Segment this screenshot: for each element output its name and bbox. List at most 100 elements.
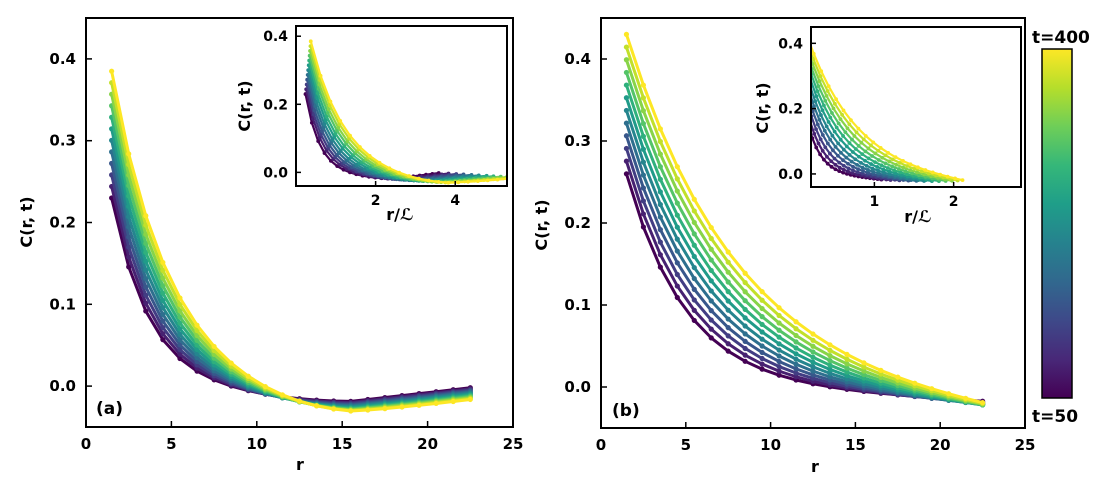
panel-b-series-9-point-10 (793, 332, 799, 339)
panel-a-series-line-1 (110, 186, 471, 404)
panel-b-inset-series-1-point-1 (804, 103, 808, 107)
panel-b-inset-series-4-point-1 (807, 88, 811, 92)
panel-b-inset-series-9-point-8 (859, 140, 864, 145)
panel-b-series-11-point-8 (759, 289, 765, 295)
panel-b-series-10-point-4 (691, 208, 697, 214)
panel-b-series-5-point-9 (776, 347, 782, 353)
panel-a-series-11-point-14 (348, 408, 354, 414)
panel-b-xticks: 0 5 10 15 20 25 (596, 422, 1035, 454)
panel-a-series-1-point-3 (160, 331, 166, 337)
panel-b-series-4-point-4 (691, 275, 697, 282)
panel-a-inset-ytick-label-2: 0.4 (263, 29, 288, 45)
panel-b-inset-series-3-point-7 (836, 153, 840, 158)
panel-a-inset-xtick-label-0: 2 (371, 193, 381, 209)
panel-a-inset-series-11-point-11 (416, 176, 421, 181)
panel-b-inset-series-10-point-9 (869, 143, 873, 148)
panel-b-inset-series-10-point-16 (919, 169, 924, 174)
panel-a-series-0-point-1 (126, 264, 132, 270)
panel-b-inset-series-7-point-5 (834, 125, 839, 130)
panel-b-series-2-point-1 (640, 198, 647, 204)
panel-a-inset-series-5-point-2 (322, 122, 327, 126)
panel-b-series-10-point-13 (844, 356, 850, 362)
panel-a-ytick-label-0: 0.0 (49, 377, 76, 395)
panel-a-series-11-point-3 (160, 259, 166, 266)
panel-a-series-4-point-4 (177, 337, 183, 343)
panel-a-inset-series-11-point-15 (456, 180, 461, 185)
panel-b-inset-series-10-point-0 (804, 37, 808, 41)
panel-b-series-7-point-10 (793, 345, 799, 351)
panel-b-series-3-point-9 (776, 358, 782, 365)
panel-b-inset-series-4-point-10 (855, 162, 860, 167)
panel-b-series-9-point-9 (776, 320, 782, 326)
panel-b-inset-series-line-10 (811, 49, 958, 182)
panel-b-series-7-point-12 (827, 362, 833, 368)
panel-a-inset-series-11-point-17 (475, 179, 480, 184)
panel-b-series-1-point-9 (776, 368, 782, 374)
panel-b-series-line-10 (625, 46, 983, 405)
panel-b-series-line-11 (625, 33, 983, 405)
panel-b-series-4-point-11 (810, 368, 816, 374)
panel-a-series-1-point-1 (126, 254, 132, 260)
panel-b-series-0-point-9 (776, 372, 782, 378)
panel-b-inset-series-6-point-6 (838, 137, 843, 142)
panel-b-series-11-point-1 (640, 82, 647, 88)
panel-b-series-10-point-15 (878, 371, 884, 377)
panel-b-inset-series-1-point-11 (846, 169, 851, 174)
panel-b-series-4-point-1 (640, 172, 647, 178)
panel-b-series-5-point-6 (725, 307, 731, 313)
panel-b-series-11-point-13 (844, 351, 850, 357)
panel-a-inset-series-0-point-2 (316, 139, 321, 144)
panel-b-series-11-point-3 (674, 164, 680, 170)
panel-b-inset-series-7-point-10 (866, 156, 871, 161)
panel-b-inset-series-4-point-13 (871, 169, 876, 174)
panel-a-series-10-point-4 (177, 301, 183, 308)
panel-b-inset-series-11-point-6 (849, 118, 853, 123)
panel-a-series-11-point-18 (416, 402, 422, 408)
panel-a-series-11-point-17 (399, 404, 405, 410)
panel-b-series-7-point-5 (708, 267, 714, 274)
panel-b-series-6-point-12 (827, 366, 833, 373)
panel-b-inset-series-line-6 (811, 77, 933, 183)
colorbar-gradient (1041, 48, 1073, 399)
panel-b-inset-series-6-point-4 (826, 120, 831, 124)
panel-b-inset-series-11-point-11 (886, 150, 891, 155)
panel-a-inset-series-8-point-2 (325, 111, 330, 115)
panel-a-inset-frame (295, 25, 508, 187)
panel-b-series-7-point-6 (725, 289, 731, 295)
panel-b-inset-series-8-point-13 (890, 164, 895, 169)
panel-b-series-9-point-6 (725, 269, 731, 275)
panel-b-inset-series-5-point-4 (824, 124, 829, 129)
panel-b-series-11-point-11 (810, 331, 816, 337)
panel-b-inset-xtick-label-0: 1 (870, 194, 880, 210)
panel-b-series-5-point-11 (810, 364, 816, 370)
panel-b-series-7-point-4 (691, 242, 697, 248)
panel-a-series-6-point-3 (160, 297, 166, 304)
panel-b-series-3-point-0 (623, 133, 630, 139)
panel-b-series-8-point-11 (810, 349, 816, 355)
panel-b-inset-series-8-point-2 (816, 84, 821, 89)
panel-b-inset-series-3-point-0 (801, 72, 805, 76)
panel-b-inset-series-7-point-8 (853, 147, 858, 151)
panel-b-series-6-point-8 (759, 329, 765, 335)
panel-b-inset-series-2-point-12 (855, 170, 860, 175)
panel-b-inset-series-11-point-21 (960, 178, 965, 183)
panel-b-inset-series-0-point-0 (799, 87, 803, 91)
panel-b-series-2-point-0 (623, 145, 630, 152)
panel-b-series-6-point-10 (793, 351, 799, 357)
panel-a-series-5-point-4 (177, 331, 183, 337)
panel-b-series-3-point-2 (657, 227, 663, 233)
panel-b-inset-series-4-point-8 (844, 155, 849, 160)
panel-a-inset-series-11-point-7 (377, 160, 382, 165)
panel-a-inset-series-11-point-5 (357, 145, 362, 149)
panel-a-series-4-point-3 (160, 311, 166, 318)
panel-b-inset-series-0-point-6 (822, 157, 826, 162)
panel-a-series-11-point-13 (331, 406, 337, 412)
panel-b-inset-ytick-label-1: 0.2 (778, 102, 803, 118)
panel-b-series-1-point-4 (691, 307, 697, 313)
panel-a-xtick-label-2: 10 (246, 435, 267, 453)
panel-b-inset-series-11-point-10 (878, 146, 883, 150)
panel-b-inset-series-10-point-8 (861, 137, 866, 142)
panel-b-inset-series-3-point-11 (856, 167, 860, 172)
panel-b-series-6-point-11 (810, 359, 816, 365)
